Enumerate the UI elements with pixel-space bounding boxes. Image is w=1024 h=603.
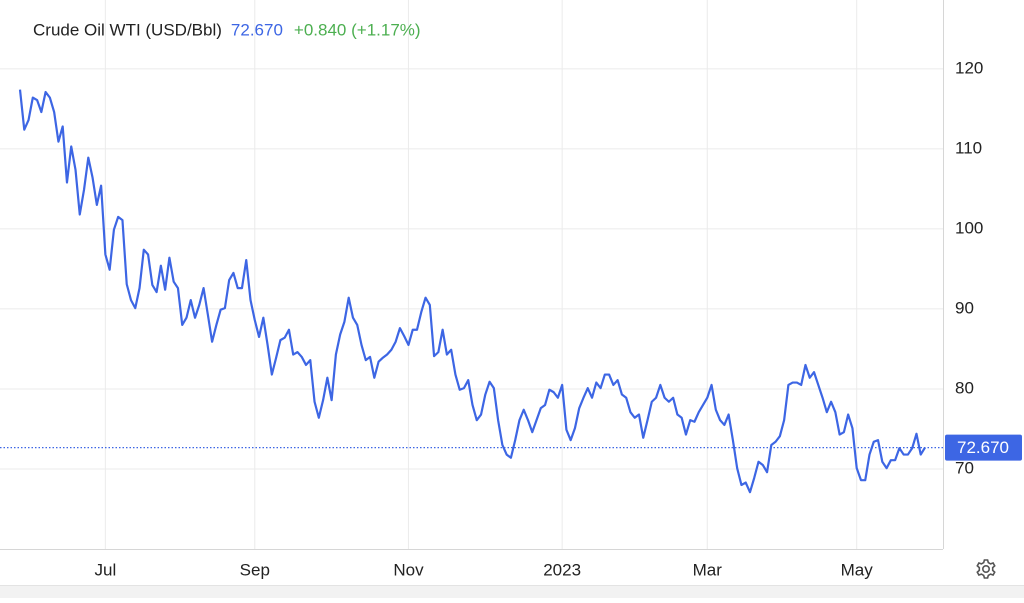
footer-strip — [0, 586, 1024, 598]
settings-icon[interactable] — [976, 559, 996, 579]
labels: 70 80 90 100 110 120 Jul Sep Nov 2023 Mar May 72.670 — [95, 58, 1022, 579]
x-tick-label: Sep — [240, 560, 270, 579]
y-tick-label: 110 — [955, 138, 982, 157]
y-tick-label: 90 — [955, 298, 974, 317]
y-tick-label: 70 — [955, 458, 974, 477]
current-price-label: 72.670 — [957, 438, 1009, 457]
y-tick-label: 120 — [955, 58, 983, 77]
y-tick-label: 80 — [955, 378, 974, 397]
x-tick-label: Mar — [693, 560, 723, 579]
current-price-box — [945, 434, 1022, 461]
plot — [0, 89, 943, 494]
price-line — [18, 89, 926, 494]
header-price: 72.670 — [231, 20, 283, 39]
x-tick-label: Nov — [393, 560, 424, 579]
grid — [0, 0, 943, 549]
y-tick-label: 100 — [955, 218, 983, 237]
x-tick-label: May — [841, 560, 874, 579]
header-change: +0.840 (+1.17%) — [294, 20, 421, 39]
x-tick-label: Jul — [95, 560, 117, 579]
chart-title: Crude Oil WTI (USD/Bbl) — [33, 20, 222, 39]
x-tick-label: 2023 — [543, 560, 581, 579]
